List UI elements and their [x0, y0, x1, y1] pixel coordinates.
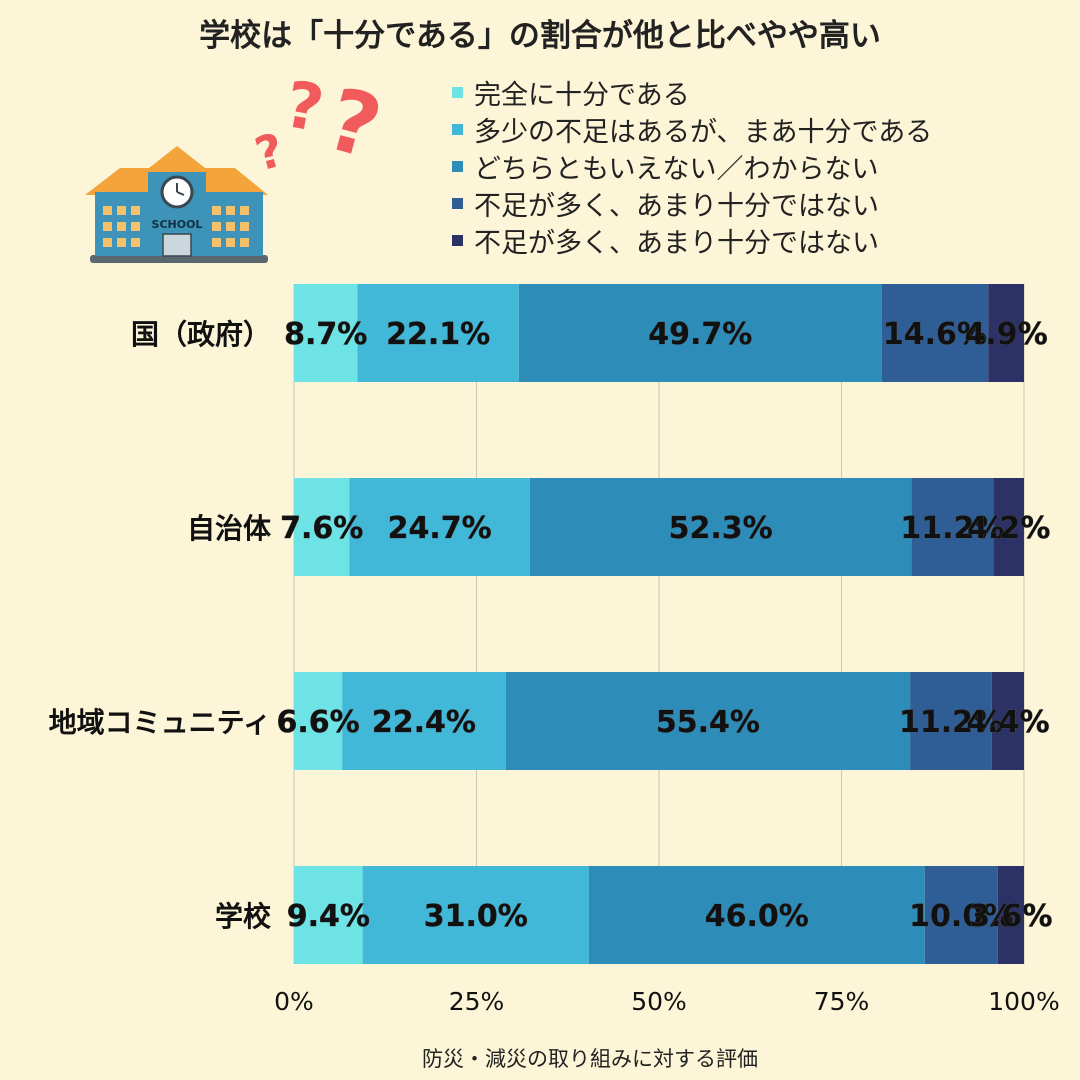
value-label: 3.6%: [969, 899, 1052, 934]
legend-swatch: [452, 161, 463, 172]
value-label: 4.9%: [965, 317, 1048, 352]
school-illustration: ? ? ? SCHOOL: [85, 68, 391, 263]
value-label: 6.6%: [276, 705, 359, 740]
bars: [294, 284, 1024, 964]
category-label: 地域コミュニティ: [49, 706, 271, 739]
bar-segment: [924, 866, 998, 964]
value-label: 55.4%: [656, 705, 760, 740]
value-label: 31.0%: [424, 899, 528, 934]
bar-segment: [342, 672, 506, 770]
bar-segment: [991, 672, 1024, 770]
legend-swatch: [452, 198, 463, 209]
legend-label: 不足が多く、あまり十分ではない: [474, 228, 879, 259]
value-label: 52.3%: [669, 511, 773, 546]
bar-segment: [910, 672, 992, 770]
value-label: 11.2%: [900, 511, 1004, 546]
value-label: 10.0%: [909, 899, 1013, 934]
bar-segment: [881, 284, 989, 382]
bar-segment: [588, 866, 925, 964]
x-tick-label: 50%: [631, 987, 687, 1016]
bar-segment: [988, 284, 1024, 382]
bar-segment: [294, 284, 358, 382]
bar-segment: [529, 478, 912, 576]
bar-segment: [294, 866, 363, 964]
x-tick-labels: 0% 25% 50% 75% 100%: [274, 987, 1060, 1016]
bar-segment: [993, 478, 1024, 576]
question-marks-icon: ? ? ?: [249, 68, 391, 181]
svg-text:?: ?: [317, 69, 391, 179]
value-label: 49.7%: [648, 317, 752, 352]
value-label: 14.6%: [883, 317, 987, 352]
legend-label: 多少の不足はあるが、まあ十分である: [474, 117, 932, 148]
school-sign: SCHOOL: [152, 218, 203, 231]
value-label: 46.0%: [705, 899, 809, 934]
category-label: 学校: [215, 900, 272, 933]
bar-segment: [357, 284, 519, 382]
bar-segment: [349, 478, 530, 576]
value-label: 22.4%: [372, 705, 476, 740]
bar-segment: [518, 284, 882, 382]
value-label: 8.7%: [284, 317, 367, 352]
x-axis-label: 防災・減災の取り組みに対する評価: [422, 1047, 758, 1071]
x-tick-label: 100%: [988, 987, 1059, 1016]
school-building-icon: SCHOOL: [85, 146, 268, 263]
category-label: 国（政府）: [131, 318, 271, 351]
x-tick-label: 75%: [814, 987, 870, 1016]
bar-segment: [911, 478, 994, 576]
bar-segment: [362, 866, 589, 964]
legend-label: どちらともいえない／わからない: [474, 154, 878, 185]
value-label: 11.2%: [899, 705, 1003, 740]
value-labels: 8.7% 22.1% 49.7% 14.6%4.9% 7.6% 24.7% 52.3% 11.…: [276, 317, 1053, 935]
gridlines: [293, 284, 1025, 964]
value-label: 24.7%: [388, 511, 492, 546]
legend-label: 不足が多く、あまり十分ではない: [474, 191, 879, 222]
legend: 完全に十分である多少の不足はあるが、まあ十分であるどちらともいえない／わからない…: [452, 80, 932, 259]
bar-segment: [294, 672, 343, 770]
category-label: 自治体: [187, 512, 272, 545]
x-tick-label: 0%: [274, 987, 314, 1016]
legend-swatch: [452, 87, 463, 98]
x-tick-label: 25%: [449, 987, 505, 1016]
bar-segment: [997, 866, 1024, 964]
value-label: 7.6%: [280, 511, 363, 546]
legend-label: 完全に十分である: [474, 80, 690, 111]
svg-text:?: ?: [279, 68, 328, 147]
bar-segment: [294, 478, 350, 576]
value-label: 9.4%: [287, 899, 370, 934]
value-label: 4.4%: [966, 705, 1049, 740]
legend-swatch: [452, 124, 463, 135]
value-label: 4.2%: [967, 511, 1050, 546]
value-label: 22.1%: [386, 317, 490, 352]
bar-segment: [505, 672, 911, 770]
legend-swatch: [452, 235, 463, 246]
chart-title: 学校は「十分である」の割合が他と比べやや高い: [199, 18, 881, 54]
